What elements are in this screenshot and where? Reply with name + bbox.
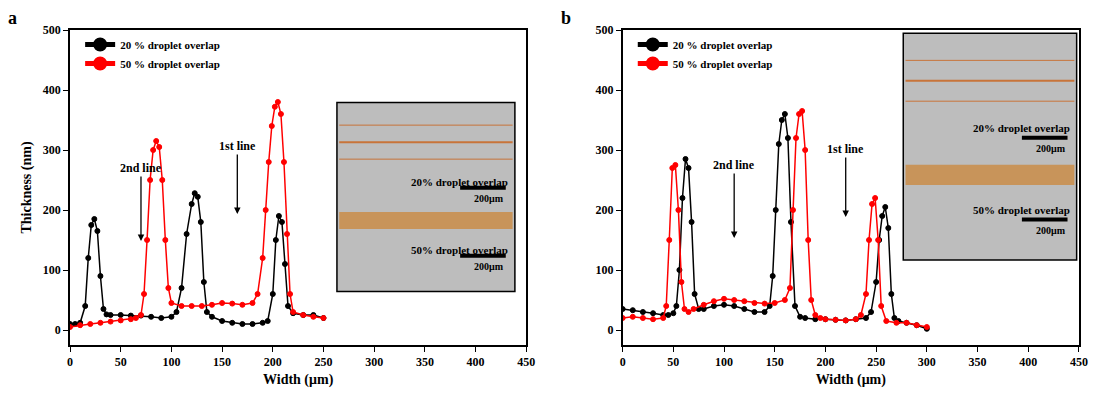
svg-text:500: 500 xyxy=(595,23,613,37)
svg-text:200μm: 200μm xyxy=(474,193,504,204)
svg-text:400: 400 xyxy=(467,355,485,369)
svg-text:2nd line: 2nd line xyxy=(120,161,162,175)
svg-text:200μm: 200μm xyxy=(1036,143,1066,154)
svg-text:50% droplet overlap: 50% droplet overlap xyxy=(973,204,1070,216)
svg-text:300: 300 xyxy=(43,143,61,157)
svg-text:200: 200 xyxy=(816,355,834,369)
svg-text:200μm: 200μm xyxy=(1036,225,1066,236)
svg-text:150: 150 xyxy=(766,355,784,369)
svg-text:50% droplet overlap: 50% droplet overlap xyxy=(411,244,508,256)
svg-text:400: 400 xyxy=(595,83,613,97)
svg-text:200μm: 200μm xyxy=(474,261,504,272)
svg-text:300: 300 xyxy=(595,143,613,157)
svg-text:450: 450 xyxy=(1070,355,1088,369)
svg-text:350: 350 xyxy=(969,355,987,369)
svg-text:100: 100 xyxy=(595,263,613,277)
svg-text:100: 100 xyxy=(43,263,61,277)
svg-text:20 % droplet overlap: 20 % droplet overlap xyxy=(120,39,220,51)
svg-text:Thickness (nm): Thickness (nm) xyxy=(19,141,35,234)
svg-text:1st line: 1st line xyxy=(219,139,256,153)
svg-text:400: 400 xyxy=(1019,355,1037,369)
svg-text:250: 250 xyxy=(315,355,333,369)
svg-text:1st line: 1st line xyxy=(827,142,864,156)
svg-text:200: 200 xyxy=(595,203,613,217)
svg-text:0: 0 xyxy=(607,323,613,337)
svg-text:150: 150 xyxy=(213,355,231,369)
svg-text:Width (μm): Width (μm) xyxy=(816,372,887,388)
svg-text:200: 200 xyxy=(264,355,282,369)
svg-text:50: 50 xyxy=(667,355,679,369)
svg-text:Width (μm): Width (μm) xyxy=(263,372,334,388)
svg-text:b: b xyxy=(561,8,571,28)
svg-text:50 % droplet overlap: 50 % droplet overlap xyxy=(673,58,773,70)
svg-text:0: 0 xyxy=(55,323,61,337)
svg-text:100: 100 xyxy=(715,355,733,369)
svg-text:350: 350 xyxy=(416,355,434,369)
svg-text:100: 100 xyxy=(162,355,180,369)
svg-text:300: 300 xyxy=(918,355,936,369)
svg-text:200: 200 xyxy=(43,203,61,217)
svg-text:400: 400 xyxy=(43,83,61,97)
svg-text:300: 300 xyxy=(365,355,383,369)
svg-text:450: 450 xyxy=(517,355,535,369)
svg-text:20 % droplet overlap: 20 % droplet overlap xyxy=(673,39,773,51)
svg-text:20% droplet overlap: 20% droplet overlap xyxy=(411,176,508,188)
svg-text:50: 50 xyxy=(115,355,127,369)
svg-text:0: 0 xyxy=(620,355,626,369)
svg-text:2nd line: 2nd line xyxy=(713,158,755,172)
svg-text:a: a xyxy=(8,8,17,28)
svg-text:500: 500 xyxy=(43,23,61,37)
svg-text:0: 0 xyxy=(67,355,73,369)
svg-text:250: 250 xyxy=(867,355,885,369)
svg-text:50 % droplet overlap: 50 % droplet overlap xyxy=(120,58,220,70)
svg-text:20% droplet overlap: 20% droplet overlap xyxy=(973,122,1070,134)
